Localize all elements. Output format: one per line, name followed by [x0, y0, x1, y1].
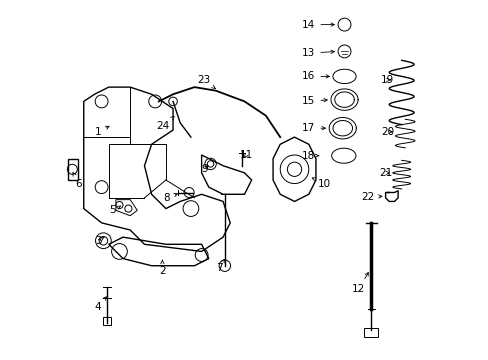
Text: 12: 12 [351, 273, 367, 294]
Text: 4: 4 [95, 297, 106, 312]
Text: 21: 21 [378, 168, 391, 178]
Text: 2: 2 [159, 260, 165, 276]
Text: 19: 19 [380, 75, 393, 85]
Text: 11: 11 [239, 150, 252, 160]
Text: 24: 24 [156, 116, 174, 131]
Text: 17: 17 [302, 123, 325, 133]
Text: 3: 3 [95, 236, 104, 246]
Text: 22: 22 [360, 192, 381, 202]
Text: 7: 7 [216, 259, 224, 273]
Text: 13: 13 [302, 48, 334, 58]
Text: 20: 20 [380, 127, 393, 137]
Text: 15: 15 [302, 96, 326, 107]
Text: 8: 8 [163, 193, 177, 203]
Text: 1: 1 [95, 126, 109, 137]
Text: 5: 5 [109, 205, 121, 215]
Text: 9: 9 [201, 164, 207, 174]
Text: 6: 6 [73, 172, 82, 189]
Text: 16: 16 [302, 71, 329, 81]
Text: 18: 18 [302, 151, 318, 161]
Text: 14: 14 [302, 19, 334, 30]
Text: 10: 10 [311, 178, 331, 189]
Text: 23: 23 [196, 75, 215, 89]
